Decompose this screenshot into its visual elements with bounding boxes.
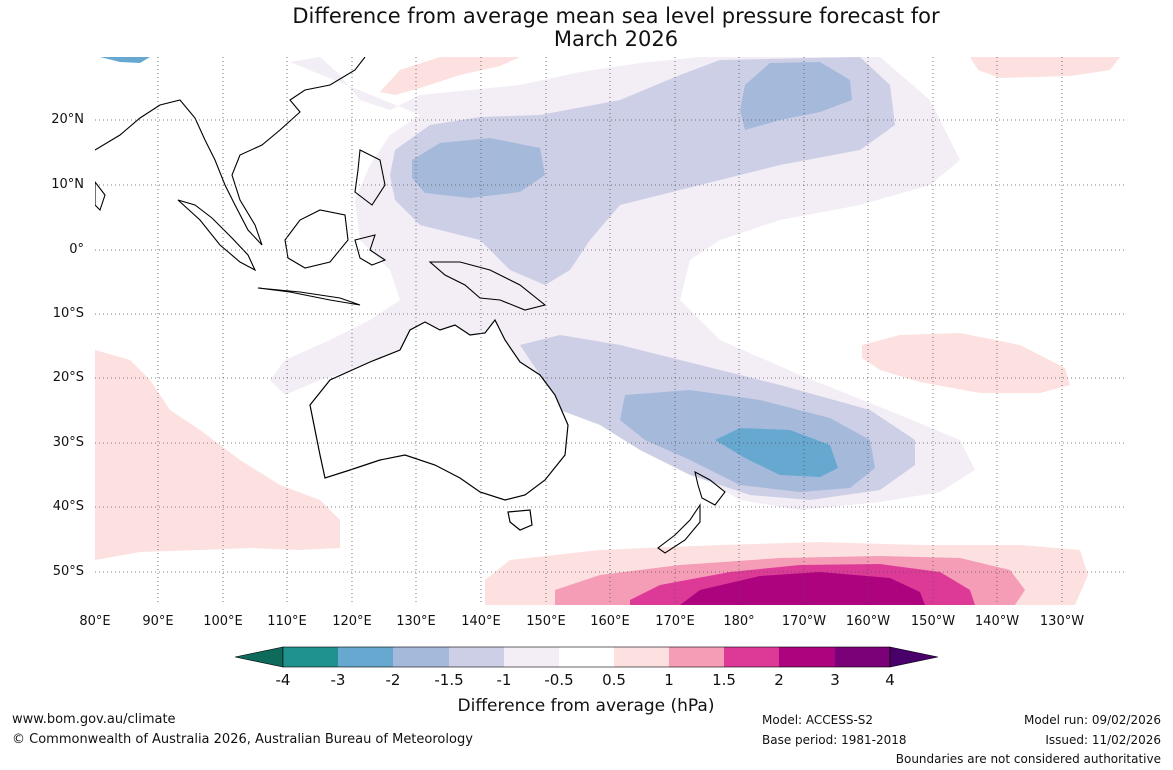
anomaly-field [95, 57, 1126, 605]
colorbar-tick: 2 [774, 671, 784, 689]
colorbar-bin-5 [559, 647, 614, 667]
lon-label: 150°E [526, 614, 566, 629]
anomaly-contour-minus-1.5-north [740, 62, 852, 130]
colorbar-extend-low [234, 646, 284, 668]
issued-text: Issued: 11/02/2026 [1045, 733, 1161, 747]
colorbar-tick: -1 [496, 671, 512, 689]
lon-label: 150°W [910, 614, 956, 629]
new-zealand-north-outline [694, 470, 726, 506]
lat-label: 40°S [52, 499, 84, 514]
colorbar-bin-0 [283, 647, 338, 667]
website-link[interactable]: www.bom.gov.au/climate [12, 712, 176, 727]
colorbar-frame [282, 646, 891, 668]
graticule [95, 57, 1126, 605]
anomaly-contour-plus-0.5-nw [380, 57, 520, 95]
colorbar-bin-2 [393, 647, 449, 667]
java-outline [257, 287, 361, 306]
lat-label: 10°S [52, 306, 84, 321]
colorbar [234, 646, 939, 668]
colorbar-bin-10 [835, 647, 890, 667]
lon-label: 80°E [79, 614, 111, 629]
colorbar-tick: 3 [830, 671, 840, 689]
colorbar-bin-9 [779, 647, 835, 667]
lon-label: 120°E [332, 614, 372, 629]
anomaly-contour-nw-corner [100, 57, 150, 63]
lon-label: 170°W [781, 614, 827, 629]
colorbar-bin-7 [669, 647, 724, 667]
lon-label: 170°E [655, 614, 695, 629]
base-period-text: Base period: 1981-2018 [762, 733, 907, 747]
colorbar-tick: -4 [275, 671, 291, 689]
colorbar-tick: 0.5 [602, 671, 626, 689]
lat-label: 20°N [51, 112, 84, 127]
lon-label: 140°W [974, 614, 1020, 629]
anomaly-contour-plus-0.5-east [862, 333, 1070, 393]
anomaly-contour-minus-1.5 [412, 138, 545, 198]
lon-label: 130°E [396, 614, 436, 629]
colorbar-extend-high [889, 646, 939, 668]
colorbar-bin-1 [338, 647, 393, 667]
chart-title-line1: Difference from average mean sea level p… [292, 4, 940, 28]
borneo-outline [284, 209, 349, 269]
colorbar-bin-6 [614, 647, 669, 667]
sumatra-outline [177, 199, 257, 272]
anomaly-contour-plus-2 [680, 572, 925, 605]
colorbar-tick: -1.5 [434, 671, 464, 689]
anomaly-contour-plus-0.5-west [95, 350, 340, 560]
chart-title-line2: March 2026 [553, 27, 679, 51]
lon-label: 100°E [203, 614, 243, 629]
australia-outline [309, 318, 569, 501]
colorbar-bin-4 [504, 647, 559, 667]
colorbar-tick: -0.5 [544, 671, 574, 689]
model-run-text: Model run: 09/02/2026 [1023, 713, 1161, 727]
colorbar-tick: -3 [330, 671, 346, 689]
copyright-text: © Commonwealth of Australia 2026, Austra… [12, 732, 473, 747]
colorbar-bin-8 [724, 647, 779, 667]
lon-label: 130°W [1039, 614, 1085, 629]
colorbar-tick: -2 [385, 671, 401, 689]
lat-label: 10°N [51, 177, 84, 192]
lon-label: 160°W [845, 614, 891, 629]
colorbar-tick: 4 [885, 671, 895, 689]
disclaimer-text: Boundaries are not considered authoritat… [895, 752, 1161, 766]
model-text: Model: ACCESS-S2 [762, 713, 874, 727]
new-guinea-outline [428, 261, 547, 311]
sulawesi-outline [354, 234, 387, 266]
lat-label: 30°S [52, 435, 84, 450]
colorbar-bin-3 [449, 647, 504, 667]
lat-label: 20°S [52, 370, 84, 385]
new-zealand-south-outline [657, 503, 701, 554]
lon-label: 140°E [461, 614, 501, 629]
lat-label: 0° [69, 242, 84, 257]
lon-label: 180° [723, 614, 755, 629]
colorbar-label: Difference from average (hPa) [457, 696, 715, 716]
tasmania-outline [507, 509, 533, 531]
asia-coast-outline [95, 57, 366, 246]
lon-label: 160°E [590, 614, 630, 629]
sri-lanka-outline [95, 181, 106, 212]
lon-label: 110°E [267, 614, 307, 629]
lat-label: 50°S [52, 564, 84, 579]
colorbar-tick: 1 [664, 671, 674, 689]
anomaly-contour-plus-0.5-ne [970, 57, 1120, 78]
lon-label: 90°E [142, 614, 174, 629]
colorbar-tick: 1.5 [712, 671, 736, 689]
philippines-outline [354, 149, 386, 206]
anomaly-contour-minus-2 [715, 428, 838, 477]
